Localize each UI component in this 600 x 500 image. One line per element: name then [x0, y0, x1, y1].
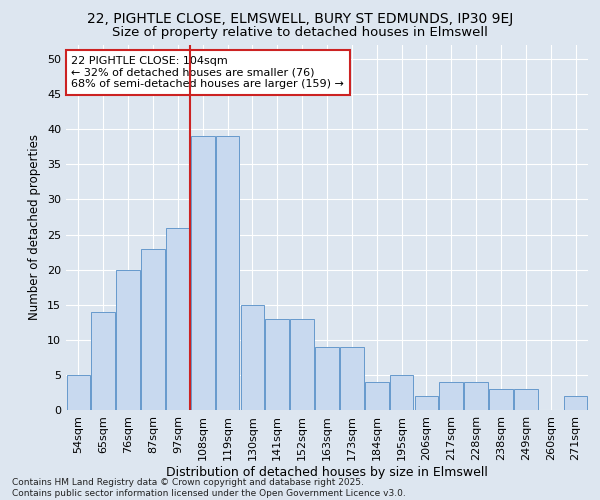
Bar [67, 375, 90, 410]
Bar [365, 382, 389, 410]
Bar [290, 319, 314, 410]
Bar [91, 312, 115, 410]
Bar [191, 136, 215, 410]
Bar [241, 304, 264, 410]
Bar [340, 347, 364, 410]
Bar [315, 347, 339, 410]
Text: Size of property relative to detached houses in Elmswell: Size of property relative to detached ho… [112, 26, 488, 39]
Bar [415, 396, 438, 410]
Text: Contains HM Land Registry data © Crown copyright and database right 2025.
Contai: Contains HM Land Registry data © Crown c… [12, 478, 406, 498]
Bar [464, 382, 488, 410]
Bar [439, 382, 463, 410]
Y-axis label: Number of detached properties: Number of detached properties [28, 134, 41, 320]
Bar [166, 228, 190, 410]
Bar [265, 319, 289, 410]
Text: 22, PIGHTLE CLOSE, ELMSWELL, BURY ST EDMUNDS, IP30 9EJ: 22, PIGHTLE CLOSE, ELMSWELL, BURY ST EDM… [87, 12, 513, 26]
Bar [489, 389, 513, 410]
Bar [390, 375, 413, 410]
Bar [564, 396, 587, 410]
X-axis label: Distribution of detached houses by size in Elmswell: Distribution of detached houses by size … [166, 466, 488, 478]
Bar [514, 389, 538, 410]
Bar [216, 136, 239, 410]
Bar [141, 248, 165, 410]
Text: 22 PIGHTLE CLOSE: 104sqm
← 32% of detached houses are smaller (76)
68% of semi-d: 22 PIGHTLE CLOSE: 104sqm ← 32% of detach… [71, 56, 344, 89]
Bar [116, 270, 140, 410]
